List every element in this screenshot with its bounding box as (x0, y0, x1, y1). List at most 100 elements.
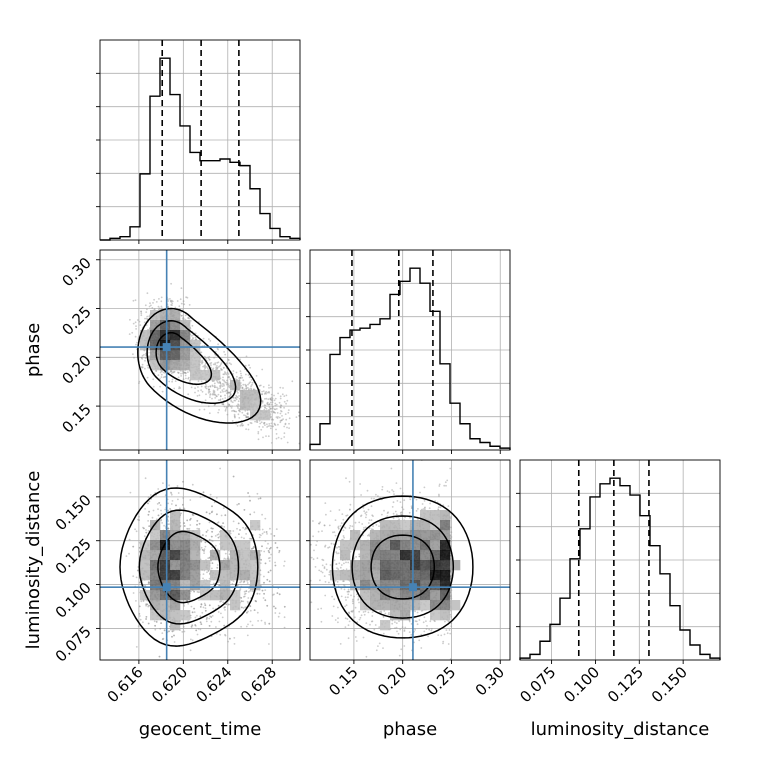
sample-point (258, 425, 261, 428)
sample-point (273, 408, 276, 410)
sample-point (160, 300, 163, 303)
sample-point (266, 402, 269, 405)
sample-point (177, 372, 180, 374)
sample-point (157, 305, 160, 308)
sample-point (273, 535, 276, 537)
sample-point (277, 392, 279, 395)
sample-point (241, 422, 244, 425)
sample-point (263, 575, 265, 578)
sample-point (268, 643, 270, 645)
sample-point (181, 631, 184, 633)
sample-point (234, 416, 236, 419)
sample-point (204, 399, 207, 402)
sample-point (231, 410, 233, 412)
sample-point (271, 397, 274, 400)
sample-point (198, 408, 201, 411)
sample-point (236, 375, 238, 378)
sample-point (143, 353, 145, 356)
sample-point (223, 384, 225, 387)
sample-point (226, 413, 229, 416)
sample-point (232, 370, 235, 372)
sample-point (283, 626, 286, 629)
sample-point (249, 366, 252, 369)
sample-point (149, 494, 152, 496)
sample-point (240, 600, 243, 603)
sample-point (204, 609, 207, 612)
sample-point (179, 298, 182, 301)
sample-point (226, 379, 228, 382)
sample-point (184, 372, 187, 374)
sample-point (201, 549, 204, 551)
sample-point (217, 348, 220, 351)
sample-point (176, 485, 179, 487)
density-bin (250, 400, 261, 411)
sample-point (183, 303, 186, 306)
sample-point (242, 526, 245, 529)
sample-point (269, 427, 272, 430)
sample-point (146, 292, 149, 295)
sample-point (241, 411, 244, 414)
sample-point (240, 580, 243, 583)
sample-point (138, 382, 140, 385)
sample-point (260, 550, 263, 552)
sample-point (134, 321, 137, 324)
sample-point (135, 530, 138, 533)
sample-point (240, 625, 243, 628)
sample-point (208, 521, 211, 524)
sample-point (163, 372, 166, 374)
sample-point (212, 389, 215, 392)
sample-point (239, 588, 242, 590)
sample-point (228, 362, 231, 365)
sample-point (274, 561, 276, 564)
sample-point (132, 575, 135, 578)
sample-point (266, 391, 269, 394)
sample-point (205, 387, 208, 390)
sample-point (256, 611, 259, 614)
density-bin (160, 360, 171, 371)
sample-point (171, 635, 173, 638)
sample-point (276, 592, 279, 594)
sample-point (216, 361, 219, 364)
density-bin (180, 330, 191, 341)
sample-point (148, 525, 151, 527)
sample-point (286, 426, 288, 429)
density-bin (240, 400, 251, 411)
sample-point (160, 509, 162, 512)
sample-point (170, 492, 173, 494)
sample-point (199, 496, 202, 498)
sample-point (211, 567, 213, 570)
sample-point (168, 380, 171, 383)
sample-point (183, 630, 186, 633)
sample-point (245, 386, 248, 389)
sample-point (194, 336, 197, 339)
sample-point (218, 409, 220, 411)
sample-point (153, 298, 156, 301)
sample-point (284, 413, 287, 415)
sample-point (203, 552, 206, 554)
sample-point (240, 372, 242, 375)
sample-point (236, 584, 239, 586)
sample-point (201, 361, 203, 363)
sample-point (204, 607, 207, 609)
sample-point (264, 517, 267, 520)
sample-point (180, 287, 183, 290)
sample-point (261, 513, 263, 516)
sample-point (206, 529, 209, 532)
density-bin (150, 320, 161, 331)
sample-point (274, 612, 277, 614)
sample-point (230, 363, 233, 366)
sample-point (201, 611, 204, 614)
sample-point (224, 371, 226, 373)
sample-point (249, 605, 252, 608)
sample-point (248, 495, 251, 498)
sample-point (215, 497, 218, 499)
sample-point (232, 475, 235, 478)
sample-point (239, 358, 242, 361)
sample-point (200, 623, 203, 625)
sample-point (182, 480, 185, 483)
sample-point (268, 387, 270, 389)
sample-point (233, 413, 236, 416)
sample-point (142, 584, 145, 586)
sample-point (222, 376, 224, 379)
sample-point (219, 382, 222, 385)
